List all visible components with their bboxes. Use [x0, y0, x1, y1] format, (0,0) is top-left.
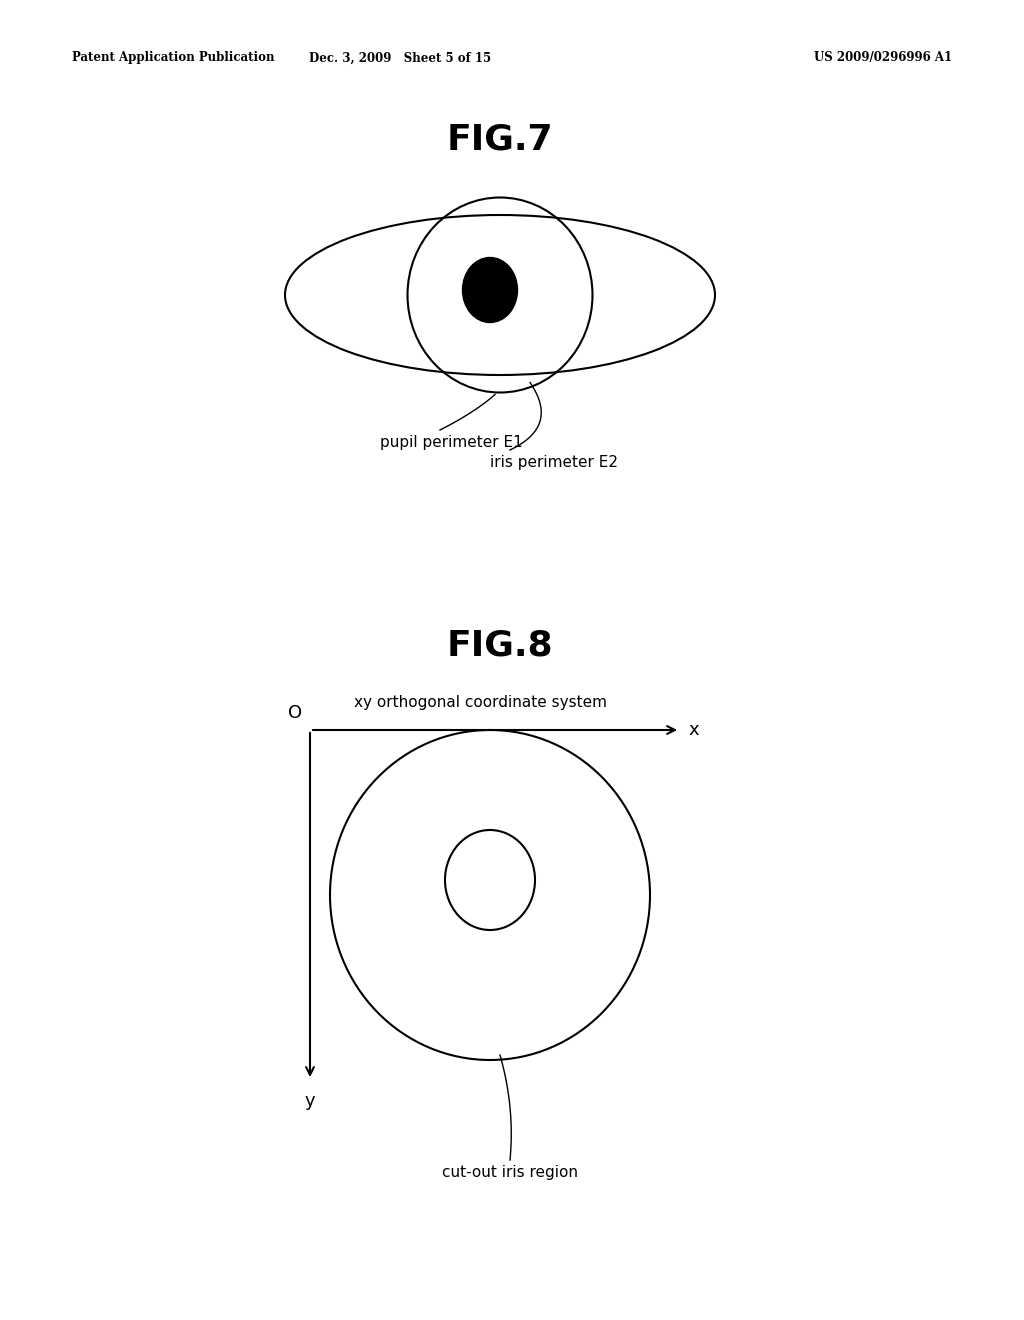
Text: Dec. 3, 2009   Sheet 5 of 15: Dec. 3, 2009 Sheet 5 of 15 [309, 51, 492, 65]
Text: FIG.7: FIG.7 [446, 123, 553, 157]
Text: US 2009/0296996 A1: US 2009/0296996 A1 [814, 51, 952, 65]
Text: pupil perimeter E1: pupil perimeter E1 [380, 436, 522, 450]
Text: x: x [688, 721, 698, 739]
Text: cut-out iris region: cut-out iris region [442, 1166, 578, 1180]
Ellipse shape [463, 257, 517, 322]
Text: y: y [305, 1092, 315, 1110]
Text: xy orthogonal coordinate system: xy orthogonal coordinate system [353, 696, 606, 710]
Text: Patent Application Publication: Patent Application Publication [72, 51, 274, 65]
Text: iris perimeter E2: iris perimeter E2 [490, 455, 618, 470]
Text: O: O [288, 704, 302, 722]
Text: FIG.8: FIG.8 [446, 628, 553, 663]
